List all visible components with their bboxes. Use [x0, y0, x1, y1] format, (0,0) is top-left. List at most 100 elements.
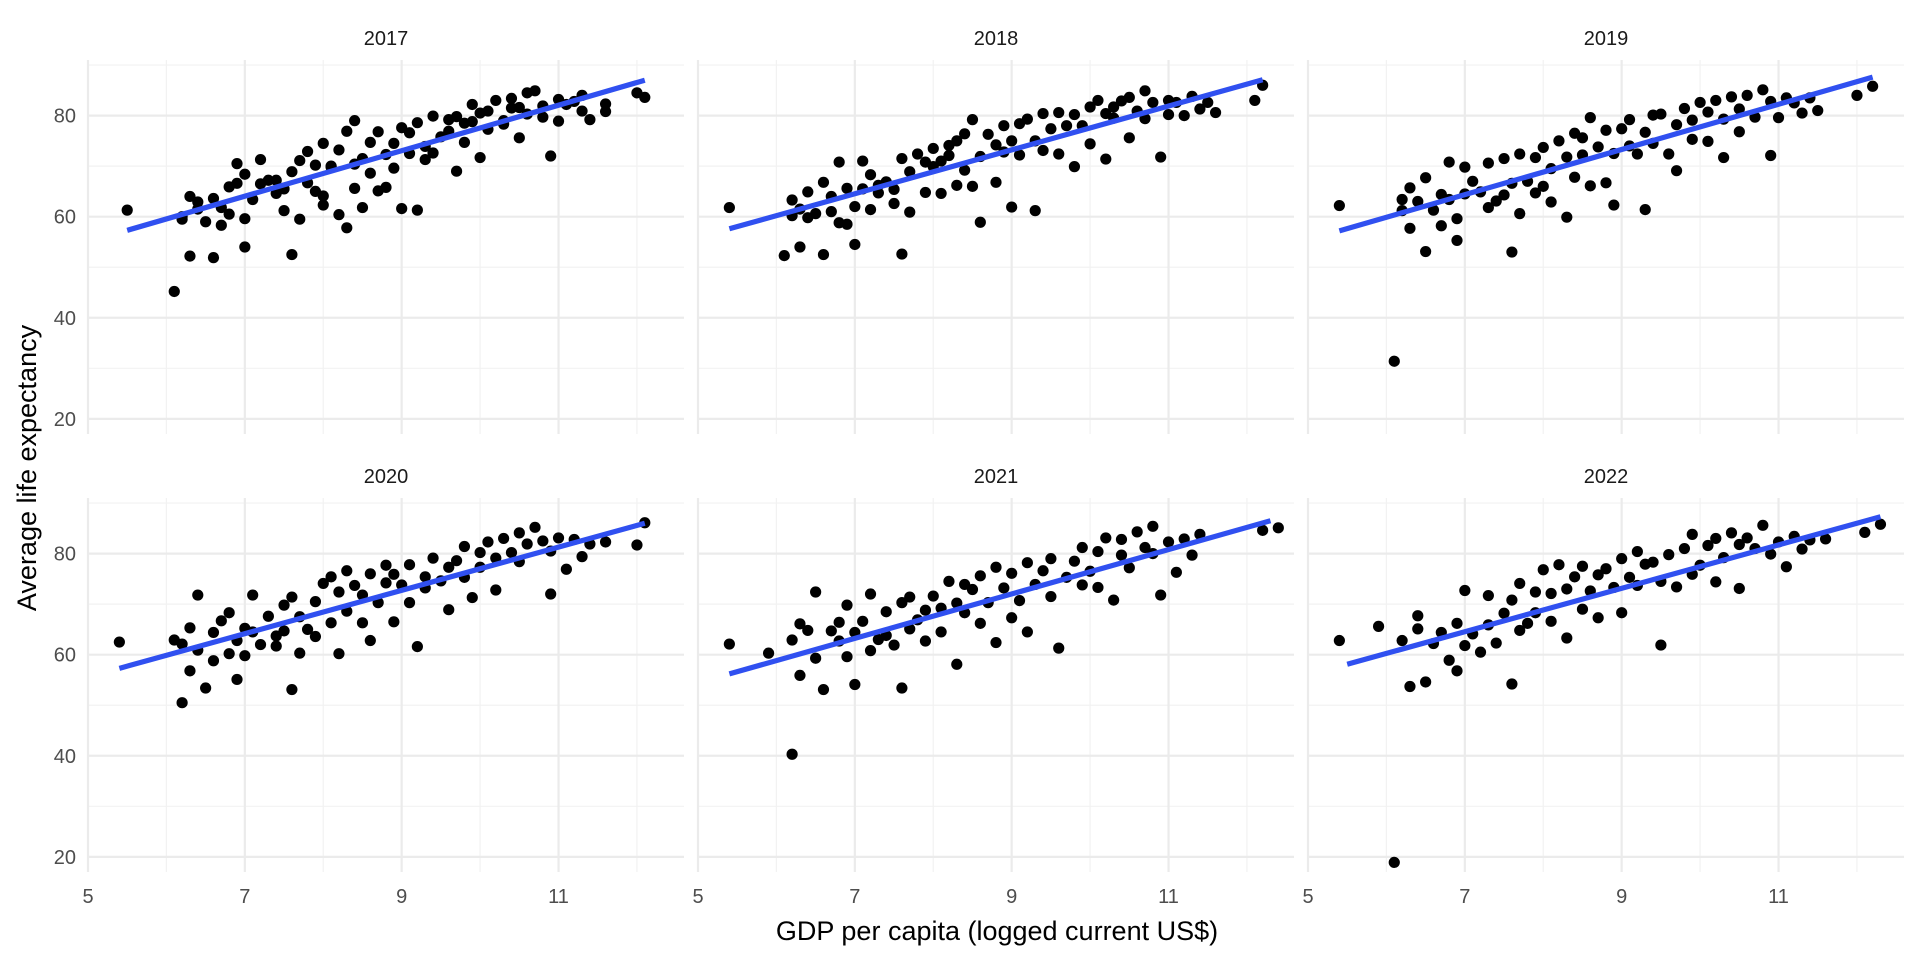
data-point: [560, 563, 572, 575]
data-point: [1639, 204, 1651, 216]
data-point: [1670, 119, 1683, 131]
data-point: [278, 205, 290, 217]
data-point: [1186, 549, 1198, 561]
data-point: [1194, 528, 1206, 540]
data-point: [1013, 149, 1026, 161]
data-point: [1600, 563, 1612, 575]
data-point: [1006, 201, 1018, 213]
data-point: [168, 285, 180, 298]
data-point: [513, 101, 525, 114]
facet-title: 2018: [974, 28, 1019, 50]
data-point: [1592, 612, 1604, 624]
data-point: [223, 607, 235, 619]
data-point: [1733, 538, 1745, 551]
data-point: [951, 135, 963, 147]
data-point: [896, 152, 908, 165]
data-point: [1100, 532, 1112, 544]
data-point: [1482, 157, 1494, 169]
data-point: [411, 204, 423, 216]
data-point: [1686, 528, 1698, 540]
data-point: [1757, 519, 1769, 531]
data-point: [388, 616, 400, 628]
data-point: [1569, 171, 1581, 183]
data-point: [474, 546, 486, 559]
data-point: [1178, 109, 1190, 122]
data-point: [1053, 106, 1065, 119]
y-tick-label: 20: [54, 409, 76, 431]
data-point: [825, 206, 837, 218]
data-point: [919, 604, 932, 616]
data-point: [364, 167, 376, 179]
data-point: [723, 638, 735, 650]
y-tick-label: 80: [54, 106, 76, 128]
data-point: [1459, 639, 1471, 652]
data-point: [513, 132, 525, 144]
data-point: [1333, 199, 1345, 212]
data-point: [966, 114, 979, 126]
data-point: [1420, 676, 1432, 688]
data-point: [341, 565, 353, 577]
data-point: [427, 147, 439, 159]
data-point: [1616, 123, 1628, 135]
data-point: [1006, 135, 1018, 147]
data-point: [450, 555, 463, 567]
data-point: [1584, 180, 1596, 192]
data-point: [192, 196, 204, 208]
x-tick-label: 5: [82, 886, 93, 908]
data-point: [364, 568, 376, 580]
data-point: [1249, 94, 1261, 107]
data-point: [959, 164, 971, 176]
data-point: [309, 159, 322, 171]
data-point: [1443, 156, 1455, 168]
data-point: [1553, 135, 1565, 147]
data-point: [1561, 151, 1573, 163]
data-point: [443, 561, 455, 573]
data-point: [1092, 545, 1104, 558]
data-point: [810, 208, 822, 220]
data-point: [317, 199, 329, 211]
data-point: [1812, 104, 1824, 117]
data-point: [849, 200, 861, 213]
data-point: [935, 626, 947, 638]
data-point: [278, 625, 290, 637]
data-point: [1616, 553, 1628, 565]
data-point: [1796, 107, 1808, 119]
data-point: [778, 249, 790, 262]
data-point: [403, 559, 416, 571]
data-point: [1710, 532, 1722, 545]
data-point: [207, 192, 220, 205]
data-point: [301, 145, 314, 158]
data-point: [935, 187, 947, 200]
data-point: [1108, 101, 1120, 113]
data-point: [364, 136, 376, 148]
data-point: [974, 570, 986, 582]
data-point: [1772, 112, 1785, 124]
fit-line: [1346, 514, 1882, 667]
data-point: [450, 111, 463, 123]
data-point: [1655, 108, 1667, 120]
data-point: [239, 213, 251, 225]
data-point: [794, 669, 806, 681]
data-point: [1561, 211, 1573, 223]
data-point: [1139, 85, 1151, 97]
data-point: [1333, 634, 1345, 647]
data-point: [639, 91, 651, 103]
data-point: [794, 241, 806, 253]
data-point: [1006, 567, 1018, 579]
data-point: [1108, 594, 1120, 606]
data-point: [262, 610, 274, 622]
data-point: [333, 209, 345, 221]
data-point: [403, 597, 416, 609]
data-point: [919, 186, 932, 199]
data-point: [888, 183, 900, 195]
x-tick-label: 9: [396, 886, 407, 908]
data-point: [1561, 632, 1573, 644]
fit-line: [118, 520, 646, 671]
fit-line: [728, 518, 1272, 677]
data-point: [419, 571, 431, 583]
data-point: [1694, 96, 1706, 109]
data-point: [1029, 205, 1041, 217]
data-point: [1663, 148, 1675, 160]
data-point: [207, 655, 220, 667]
facet-panel-2018: 2018: [696, 28, 1294, 434]
